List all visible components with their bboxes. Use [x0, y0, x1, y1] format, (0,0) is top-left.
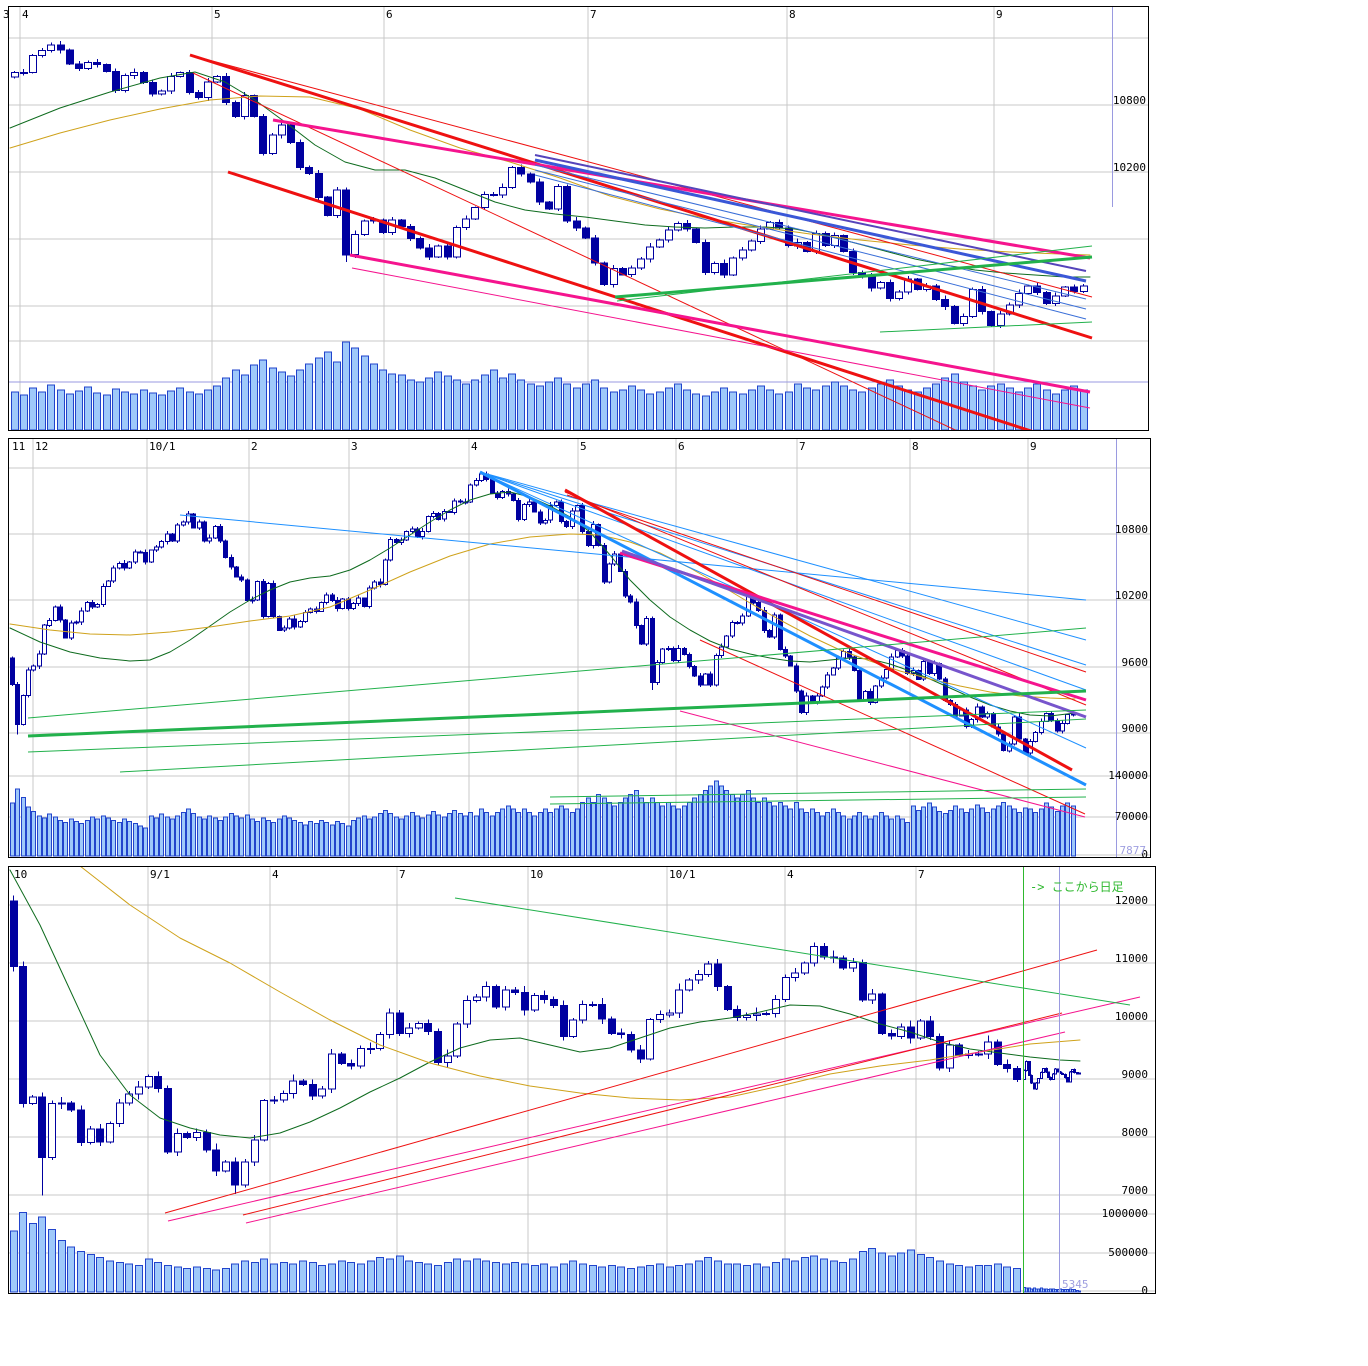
svg-text:7: 7 — [918, 868, 925, 881]
svg-text:5: 5 — [214, 8, 221, 21]
svg-text:10: 10 — [530, 868, 543, 881]
svg-text:7000: 7000 — [1122, 1184, 1149, 1197]
svg-text:12000: 12000 — [1115, 894, 1148, 907]
svg-text:4: 4 — [22, 8, 29, 21]
svg-text:10200: 10200 — [1115, 589, 1148, 602]
svg-text:1000000: 1000000 — [1102, 1207, 1148, 1220]
svg-text:3: 3 — [3, 8, 10, 21]
daily-from-here-annotation: -> ここから日足 — [1030, 880, 1124, 894]
svg-text:70000: 70000 — [1115, 810, 1148, 823]
svg-text:9000: 9000 — [1122, 722, 1149, 735]
svg-text:10/1: 10/1 — [149, 440, 176, 453]
svg-text:8000: 8000 — [1122, 1126, 1149, 1139]
candlestick-chart-top-daily[interactable]: 3 4 5 6 7 8 9 10800 10200 — [0, 0, 1368, 434]
svg-text:4: 4 — [471, 440, 478, 453]
svg-text:10: 10 — [14, 868, 27, 881]
svg-text:0: 0 — [1141, 848, 1148, 861]
svg-text:11: 11 — [12, 440, 25, 453]
svg-text:10000: 10000 — [1115, 1010, 1148, 1023]
svg-text:9600: 9600 — [1122, 656, 1149, 669]
svg-text:140000: 140000 — [1108, 769, 1148, 782]
svg-text:6: 6 — [386, 8, 393, 21]
svg-text:12: 12 — [35, 440, 48, 453]
svg-text:7: 7 — [799, 440, 806, 453]
svg-text:500000: 500000 — [1108, 1246, 1148, 1259]
svg-text:8: 8 — [912, 440, 919, 453]
candlestick-chart-middle-daily[interactable]: 11 12 10/1 2 3 4 5 6 7 8 9 10800 10200 9600 9000 140000… — [0, 434, 1368, 864]
svg-text:10200: 10200 — [1113, 161, 1146, 174]
svg-text:7: 7 — [399, 868, 406, 881]
svg-text:10800: 10800 — [1113, 94, 1146, 107]
last-volume-label-middle-chart: 7877 — [1119, 844, 1147, 857]
svg-text:7: 7 — [590, 8, 597, 21]
last-volume-label-bottom-chart: 5345 — [1062, 1278, 1089, 1291]
svg-text:10800: 10800 — [1115, 523, 1148, 536]
svg-text:6: 6 — [678, 440, 685, 453]
svg-text:4: 4 — [787, 868, 794, 881]
svg-text:9: 9 — [996, 8, 1003, 21]
svg-text:9: 9 — [1030, 440, 1037, 453]
candlestick-chart-bottom-weekly[interactable]: 10 9/1 4 7 10 10/1 4 7 12000 11000 10000 9000 8000 70… — [0, 864, 1368, 1366]
svg-text:11000: 11000 — [1115, 952, 1148, 965]
svg-text:8: 8 — [789, 8, 796, 21]
svg-text:10/1: 10/1 — [669, 868, 696, 881]
svg-text:9/1: 9/1 — [150, 868, 170, 881]
svg-text:4: 4 — [272, 868, 279, 881]
svg-text:2: 2 — [251, 440, 258, 453]
svg-text:0: 0 — [1141, 1284, 1148, 1297]
svg-text:3: 3 — [351, 440, 358, 453]
svg-text:5: 5 — [580, 440, 587, 453]
svg-text:9000: 9000 — [1122, 1068, 1149, 1081]
